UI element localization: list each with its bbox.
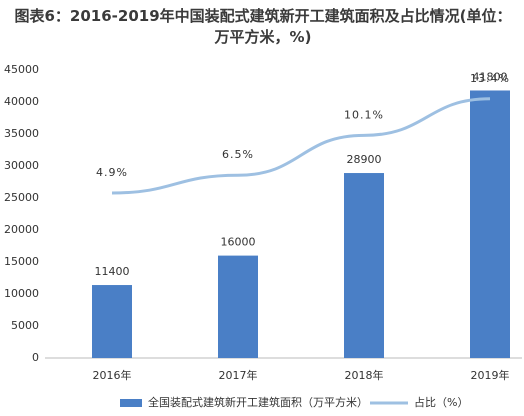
y-tick-label: 20000: [4, 223, 39, 236]
y-tick-label: 30000: [4, 159, 39, 172]
legend-label: 全国装配式建筑新开工建筑面积（万平方米）: [148, 395, 368, 409]
y-tick-label: 35000: [4, 127, 39, 140]
legend-swatch: [120, 399, 142, 407]
line-label: 4.9%: [96, 166, 128, 179]
x-tick-label: 2016年: [93, 368, 132, 382]
bar-label: 28900: [347, 153, 382, 166]
y-tick-label: 5000: [11, 319, 39, 332]
y-tick-label: 10000: [4, 287, 39, 300]
line-label: 13.4%: [470, 72, 510, 85]
line-label: 6.5%: [222, 148, 254, 161]
x-tick-label: 2017年: [219, 368, 258, 382]
bar: [92, 285, 132, 358]
bar: [218, 255, 258, 358]
bar: [344, 173, 384, 358]
line: [111, 97, 491, 195]
x-tick-label: 2018年: [345, 368, 384, 382]
bar: [470, 90, 510, 358]
x-tick-label: 2019年: [471, 368, 510, 382]
y-tick-label: 40000: [4, 95, 39, 108]
bar-label: 41800: [473, 70, 508, 83]
y-tick-label: 0: [32, 351, 39, 364]
chart-title: 图表6：2016-2019年中国装配式建筑新开工建筑面积及占比情况(单位：万平方…: [14, 7, 512, 46]
legend-label: 占比（%）: [414, 395, 468, 409]
bar-label: 11400: [95, 265, 130, 278]
y-tick-label: 45000: [4, 63, 39, 76]
line-label: 10.1%: [344, 108, 384, 121]
bar-label: 16000: [221, 236, 256, 249]
y-tick-label: 15000: [4, 255, 39, 268]
y-tick-label: 25000: [4, 191, 39, 204]
